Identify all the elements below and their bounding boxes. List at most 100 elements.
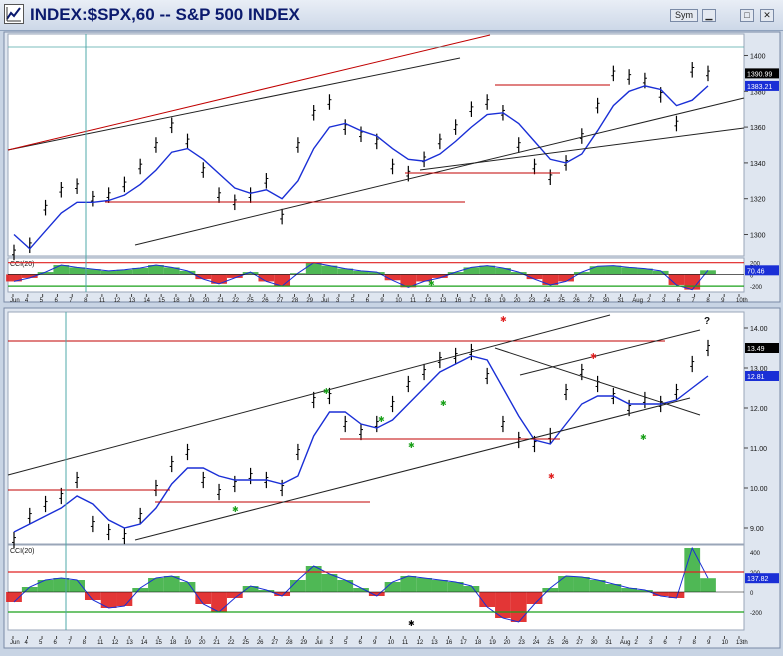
- xtick-label-bottom-6: 11: [97, 640, 104, 646]
- cci-bar: [84, 269, 101, 275]
- cci-bar: [573, 577, 590, 592]
- xtick-label-top-48: 9: [721, 298, 725, 304]
- cci-bar: [226, 592, 243, 598]
- cci-bar: [463, 267, 480, 275]
- xtick-label-top-25: 9: [380, 298, 384, 304]
- xtick-label-bottom-22: 3: [329, 640, 333, 646]
- cci-title-3: CCI(20): [10, 548, 35, 555]
- cci-bar: [242, 272, 259, 275]
- xtick-label-bottom-13: 20: [199, 640, 206, 646]
- cci-bar: [195, 592, 212, 604]
- cci-bar: [668, 274, 685, 285]
- price-tag-box: [745, 343, 779, 353]
- xtick-label-bottom-48: 9: [707, 640, 711, 646]
- chart-area: 1300 1320 1340 1360 1380 1400 1390.99 1383.21 CC…: [0, 30, 783, 651]
- xtick-label-bottom-43: 2: [634, 640, 638, 646]
- xtick-label-top-24: 6: [366, 298, 370, 304]
- xtick-label-bottom-34: 20: [504, 640, 511, 646]
- xtick-label-top-16: 25: [247, 298, 254, 304]
- ytick-label-0-2: 1340: [750, 161, 766, 168]
- cci-bar: [621, 267, 638, 275]
- cci-bar: [510, 592, 527, 622]
- cci-bar: [148, 578, 164, 592]
- ytick-label-0-5: 1400: [750, 53, 766, 60]
- price-bottom-group: 9.00 10.00 11.00 12.00 13.00 14.00 13.49 12.81?: [12, 316, 779, 549]
- xtick-label-top-23: 5: [351, 298, 355, 304]
- xtick-label-bottom-41: 31: [605, 640, 612, 646]
- xtick-label-top-42: Aug: [632, 298, 643, 304]
- cci-bar: [384, 582, 401, 592]
- xtick-label-top-39: 27: [588, 298, 595, 304]
- cci-bar: [53, 578, 70, 592]
- xtick-label-bottom-45: 6: [663, 640, 667, 646]
- ytick-label-0-3: 1360: [750, 125, 766, 132]
- star-marker-icon: ✱: [378, 415, 385, 424]
- xtick-label-top-10: 15: [158, 298, 165, 304]
- cci-bar: [589, 580, 606, 592]
- cci-bar: [337, 580, 354, 592]
- xtick-label-top-30: 16: [454, 298, 461, 304]
- xtick-label-top-15: 22: [232, 298, 239, 304]
- xtick-label-bottom-9: 14: [141, 640, 148, 646]
- xtick-label-bottom-8: 13: [126, 640, 133, 646]
- ma-tag: 1383.21: [747, 84, 772, 91]
- minimize-icon[interactable]: ▁: [702, 9, 716, 22]
- trend-line: [419, 127, 745, 171]
- xtick-label-bottom-1: 4: [25, 640, 29, 646]
- xtick-label-bottom-21: Jul: [315, 640, 323, 646]
- star-marker-icon: ✱: [548, 472, 555, 481]
- xtick-label-bottom-50: 13th: [736, 640, 748, 646]
- xtick-label-top-8: 13: [129, 298, 136, 304]
- cci-bar: [37, 580, 54, 592]
- cci-bar: [684, 548, 701, 592]
- star-marker-icon: ✱: [323, 387, 330, 396]
- xtick-label-bottom-23: 5: [344, 640, 348, 646]
- xtick-label-bottom-5: 8: [83, 640, 87, 646]
- cci-bar: [53, 265, 70, 275]
- cci-bar: [116, 269, 133, 275]
- cci-bar: [148, 265, 164, 275]
- cci-title-1: CCI(20): [10, 261, 35, 268]
- cci-bar: [637, 268, 653, 275]
- xtick-label-top-9: 14: [143, 298, 150, 304]
- xtick-label-bottom-46: 7: [678, 640, 682, 646]
- xtick-label-bottom-29: 13: [431, 640, 438, 646]
- xtick-label-bottom-26: 10: [388, 640, 395, 646]
- xtick-label-top-19: 28: [292, 298, 299, 304]
- cci-bar: [116, 592, 133, 606]
- cci-bar: [621, 588, 638, 592]
- cci-top-group: CCI(20) 200 0 -200 70.46: [6, 261, 779, 291]
- xtick-label-top-28: 12: [425, 298, 432, 304]
- cci-bar: [400, 274, 417, 288]
- xtick-label-top-22: 3: [336, 298, 340, 304]
- maximize-icon[interactable]: □: [740, 9, 754, 22]
- xtick-label-bottom-4: 7: [68, 640, 72, 646]
- cci-bar: [431, 580, 448, 592]
- cci-bar: [353, 270, 369, 275]
- ytick-label-2-5: 14.00: [750, 326, 768, 333]
- cci-bar: [558, 274, 574, 282]
- cci-bar: [21, 587, 38, 592]
- cci-bar: [226, 274, 243, 278]
- symbol-button[interactable]: Sym: [670, 9, 698, 22]
- price-tag-box: [745, 68, 779, 79]
- xtick-label-bottom-30: 16: [446, 640, 453, 646]
- cci-bar: [305, 262, 322, 275]
- xtick-label-top-38: 26: [573, 298, 580, 304]
- xtick-label-top-17: 26: [262, 298, 269, 304]
- ytick-label-0-0: 1300: [750, 233, 766, 240]
- close-icon[interactable]: ✕: [760, 9, 774, 22]
- xtick-label-top-12: 19: [188, 298, 195, 304]
- ma-tag-box: [745, 371, 779, 381]
- window-titlebar: INDEX:$SPX,60 -- S&P 500 INDEX Sym ▁ □ ✕: [0, 0, 783, 31]
- app-logo-icon: [4, 4, 24, 24]
- cci-bar: [542, 274, 559, 285]
- cci-bar: [700, 270, 716, 275]
- star-marker-icon: ✱: [428, 279, 435, 288]
- cci-bar: [400, 576, 417, 592]
- xtick-label-top-36: 24: [543, 298, 550, 304]
- cci-bar: [479, 265, 496, 275]
- moving-average-line: [13, 355, 709, 533]
- cci-bar: [495, 267, 511, 275]
